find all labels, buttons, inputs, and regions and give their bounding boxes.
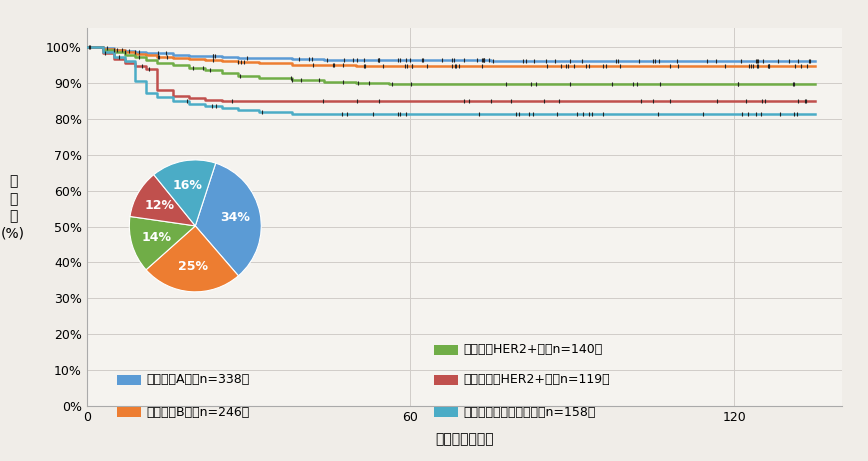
Text: ルミナルHER2+　（n=140）: ルミナルHER2+ （n=140） — [464, 343, 602, 356]
Text: ルミナルB　（n=246）: ルミナルB （n=246） — [147, 406, 250, 419]
Text: 生
存
率
(%): 生 存 率 (%) — [1, 175, 25, 240]
Text: トリプルネガティブ　（n=158）: トリプルネガティブ （n=158） — [464, 406, 596, 419]
Text: 非ルミナルHER2+　（n=119）: 非ルミナルHER2+ （n=119） — [464, 373, 610, 386]
Text: 14%: 14% — [141, 231, 171, 244]
Text: 12%: 12% — [145, 199, 174, 212]
Wedge shape — [154, 160, 215, 226]
Text: 34%: 34% — [220, 211, 250, 225]
Text: 16%: 16% — [173, 179, 203, 192]
Wedge shape — [129, 217, 195, 270]
Text: ルミナルA　（n=338）: ルミナルA （n=338） — [147, 373, 250, 386]
X-axis label: 生存期間（月）: 生存期間（月） — [435, 432, 494, 446]
Text: 25%: 25% — [178, 260, 207, 273]
Wedge shape — [146, 226, 239, 292]
Wedge shape — [195, 163, 261, 276]
Wedge shape — [130, 175, 195, 226]
